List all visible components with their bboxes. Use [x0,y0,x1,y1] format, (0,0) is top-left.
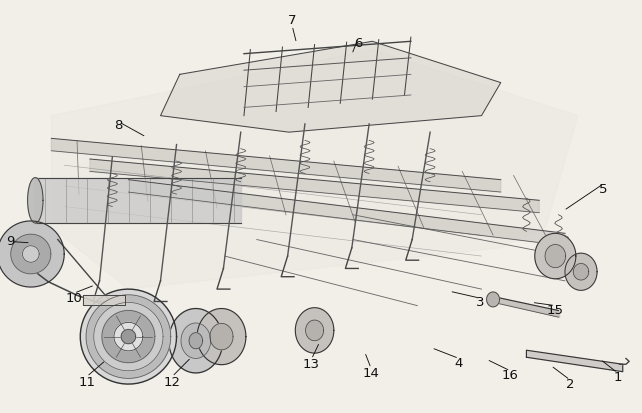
Polygon shape [51,138,501,192]
Polygon shape [565,253,597,290]
Polygon shape [197,309,246,365]
Polygon shape [493,297,560,317]
Polygon shape [295,308,334,353]
Text: 6: 6 [354,37,363,50]
Polygon shape [86,295,171,378]
Text: 12: 12 [164,375,180,389]
Polygon shape [90,159,539,213]
Text: 15: 15 [547,304,564,317]
Polygon shape [0,221,64,287]
Polygon shape [181,323,211,358]
Text: 1: 1 [613,371,622,385]
Polygon shape [545,244,566,268]
Text: 10: 10 [65,292,82,305]
Text: 5: 5 [599,183,608,197]
Polygon shape [94,302,163,371]
Polygon shape [11,234,51,274]
Polygon shape [80,289,177,384]
Text: 9: 9 [6,235,15,248]
Polygon shape [22,246,39,262]
Polygon shape [51,50,578,289]
Polygon shape [169,309,223,373]
Text: 16: 16 [502,369,519,382]
Polygon shape [487,292,499,307]
Polygon shape [83,295,125,305]
Polygon shape [28,178,43,223]
Text: 7: 7 [288,14,297,27]
Text: 2: 2 [566,378,575,392]
Polygon shape [189,333,202,349]
Text: 4: 4 [455,357,464,370]
Polygon shape [535,233,576,279]
Polygon shape [128,180,565,246]
Text: 8: 8 [114,119,123,133]
Text: 11: 11 [78,375,95,389]
Text: 14: 14 [363,367,379,380]
Text: 13: 13 [303,358,320,371]
Polygon shape [160,41,501,132]
Text: 3: 3 [476,296,485,309]
Polygon shape [573,263,589,280]
Polygon shape [114,323,143,351]
Polygon shape [526,350,623,372]
Polygon shape [210,323,233,350]
Polygon shape [306,320,324,341]
Polygon shape [121,330,135,344]
Polygon shape [102,311,155,363]
